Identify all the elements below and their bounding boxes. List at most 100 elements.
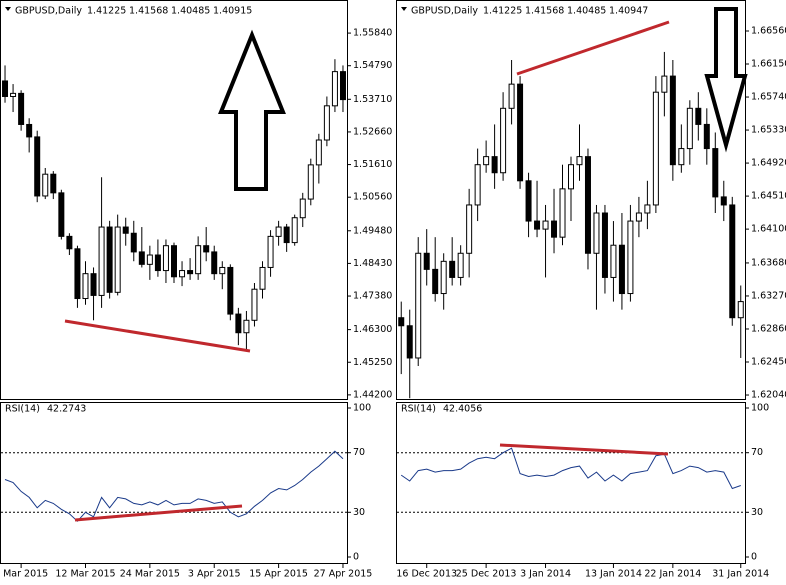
y-tick-label: 1.49480 — [353, 225, 392, 236]
candle-body — [154, 254, 161, 272]
y-tick-label: 1.64510 — [751, 191, 786, 202]
candle-body — [720, 196, 727, 206]
rsi-panel — [0, 402, 348, 564]
candle-body — [661, 75, 668, 93]
y-tick-label: 1.51610 — [353, 159, 392, 170]
y-tick-label: 1.62450 — [751, 357, 786, 368]
candle-body — [98, 226, 105, 296]
candle-body — [559, 188, 566, 238]
y-tick-label: 1.65330 — [751, 125, 786, 136]
y-tick-label: 1.47380 — [353, 291, 392, 302]
candle-body — [474, 164, 481, 206]
candle-body — [211, 251, 218, 275]
candle-body — [695, 107, 702, 125]
candle-body — [34, 136, 41, 197]
candle-body — [568, 164, 574, 190]
y-tick-label: 1.45250 — [353, 357, 392, 368]
y-tick-label: 1.66150 — [751, 59, 786, 70]
y-tick-label: 1.62040 — [751, 390, 786, 401]
ohlc-value: 1.40485 — [567, 6, 606, 17]
candle-body — [267, 235, 274, 268]
candle-body — [58, 192, 65, 237]
x-tick-label: 15 Apr 2015 — [249, 569, 308, 580]
y-tick-label: 1.52660 — [353, 126, 392, 137]
x-tick-label: 24 Mar 2015 — [120, 569, 180, 580]
candle-body — [171, 245, 177, 278]
y-tick-label: 1.54790 — [353, 60, 392, 71]
candle-body — [275, 226, 282, 237]
candle-body — [491, 156, 498, 174]
candle-body — [423, 252, 430, 270]
candle-body — [644, 204, 651, 214]
candle-body — [66, 235, 73, 250]
ohlc-value: 1.40485 — [171, 6, 210, 17]
trend-line — [64, 319, 251, 353]
candle-body — [26, 123, 33, 138]
candle-body — [415, 252, 422, 359]
candle-body — [323, 105, 330, 141]
candle-body — [534, 220, 541, 230]
candle-body — [610, 244, 617, 278]
y-tick-label: 1.48430 — [353, 258, 392, 269]
candle-body — [449, 260, 456, 278]
candle-body — [517, 83, 524, 182]
candle-body — [235, 313, 242, 334]
candle-body — [82, 273, 89, 300]
y-tick-label: 1.62860 — [751, 323, 786, 334]
candle-body — [339, 71, 346, 101]
candle-body — [483, 156, 490, 166]
rsi-title: RSI(14) — [401, 404, 436, 415]
trend-line — [74, 504, 243, 522]
rsi-value: 42.2743 — [47, 404, 86, 415]
candle-body — [542, 220, 549, 230]
y-tick-label: 1.46300 — [353, 324, 392, 335]
candle-body — [669, 75, 676, 166]
candle-body — [686, 107, 693, 150]
candle-body — [398, 317, 405, 327]
ohlc-value: 1.41568 — [129, 6, 168, 17]
x-tick-label: 3 Apr 2015 — [188, 569, 241, 580]
ohlc-value: 1.41225 — [483, 6, 522, 17]
candle-body — [618, 244, 625, 295]
menu-icon — [5, 7, 11, 11]
y-tick-label: 1.55840 — [353, 28, 392, 39]
rsi-value: 42.4056 — [443, 404, 482, 415]
candle-body — [601, 212, 608, 278]
candle-body — [291, 217, 298, 244]
x-tick-label: 2 Mar 2015 — [0, 569, 48, 580]
y-tick-label: 1.53710 — [353, 94, 392, 105]
candle-body — [243, 319, 250, 334]
y-tick-label: 1.44200 — [353, 389, 392, 400]
y-tick-label: 100 — [751, 403, 769, 414]
y-tick-label: 0 — [353, 552, 359, 563]
x-tick-label: 13 Jan 2014 — [585, 569, 642, 580]
price-panel — [0, 0, 348, 400]
y-tick-label: 100 — [353, 403, 371, 414]
ohlc-value: 1.41568 — [525, 6, 564, 17]
candle-body — [551, 220, 558, 238]
candle-body — [652, 91, 659, 206]
candle-body — [18, 92, 25, 125]
y-tick-label: 1.65740 — [751, 92, 786, 103]
candle-body — [251, 288, 258, 321]
candle-body — [138, 251, 145, 265]
x-tick-label: 25 Dec 2013 — [456, 569, 517, 580]
candle-body — [712, 148, 719, 198]
candle-body — [219, 266, 226, 275]
x-tick-label: 16 Dec 2013 — [396, 569, 457, 580]
symbol-label: GBPUSD,Daily — [15, 6, 82, 17]
candle-body — [593, 212, 600, 254]
candle-body — [259, 266, 266, 290]
candle-body — [130, 232, 137, 253]
candle-body — [703, 123, 710, 150]
up-arrow — [218, 29, 286, 191]
candle-body — [627, 220, 634, 295]
candle-body — [576, 156, 583, 166]
candle-body — [440, 260, 447, 295]
candle-body — [90, 273, 97, 296]
candle-body — [74, 248, 81, 300]
candle-body — [106, 226, 113, 293]
y-tick-label: 1.64920 — [751, 158, 786, 169]
candle-body — [122, 226, 129, 234]
